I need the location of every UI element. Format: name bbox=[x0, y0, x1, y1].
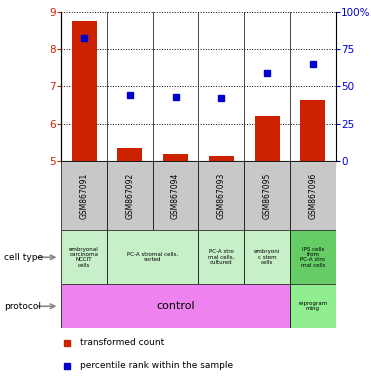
Bar bbox=[255, 116, 280, 161]
Text: GSM867092: GSM867092 bbox=[125, 173, 134, 219]
Text: PC-A stromal cells,
sorted: PC-A stromal cells, sorted bbox=[127, 252, 178, 263]
Text: reprogram
ming: reprogram ming bbox=[298, 301, 328, 311]
Bar bbox=[300, 99, 325, 161]
Text: embryoni
c stem
cells: embryoni c stem cells bbox=[254, 249, 280, 265]
Bar bbox=[153, 161, 198, 230]
Bar bbox=[244, 230, 290, 284]
Bar bbox=[61, 230, 107, 284]
Bar bbox=[290, 230, 336, 284]
Text: GSM867094: GSM867094 bbox=[171, 173, 180, 219]
Text: protocol: protocol bbox=[4, 302, 41, 311]
Text: GSM867095: GSM867095 bbox=[263, 173, 272, 219]
Bar bbox=[198, 230, 244, 284]
Bar bbox=[198, 161, 244, 230]
Text: transformed count: transformed count bbox=[81, 338, 165, 348]
Bar bbox=[244, 161, 290, 230]
Bar bbox=[61, 284, 290, 328]
Text: PC-A stro
mal cells,
cultured: PC-A stro mal cells, cultured bbox=[208, 249, 234, 265]
Bar bbox=[163, 154, 188, 161]
Text: IPS cells
from
PC-A stro
mal cells: IPS cells from PC-A stro mal cells bbox=[301, 247, 325, 268]
Bar bbox=[107, 230, 198, 284]
Text: GSM867091: GSM867091 bbox=[80, 173, 89, 219]
Bar bbox=[290, 284, 336, 328]
Text: cell type: cell type bbox=[4, 253, 43, 262]
Text: percentile rank within the sample: percentile rank within the sample bbox=[81, 361, 234, 370]
Bar bbox=[290, 161, 336, 230]
Bar bbox=[61, 161, 107, 230]
Bar bbox=[209, 156, 234, 161]
Text: GSM867096: GSM867096 bbox=[308, 173, 317, 219]
Text: GSM867093: GSM867093 bbox=[217, 173, 226, 219]
Text: control: control bbox=[156, 301, 195, 311]
Bar bbox=[117, 148, 142, 161]
Text: embryonal
carcinoma
NCCIT
cells: embryonal carcinoma NCCIT cells bbox=[69, 247, 99, 268]
Bar bbox=[72, 21, 97, 161]
Bar bbox=[107, 161, 153, 230]
